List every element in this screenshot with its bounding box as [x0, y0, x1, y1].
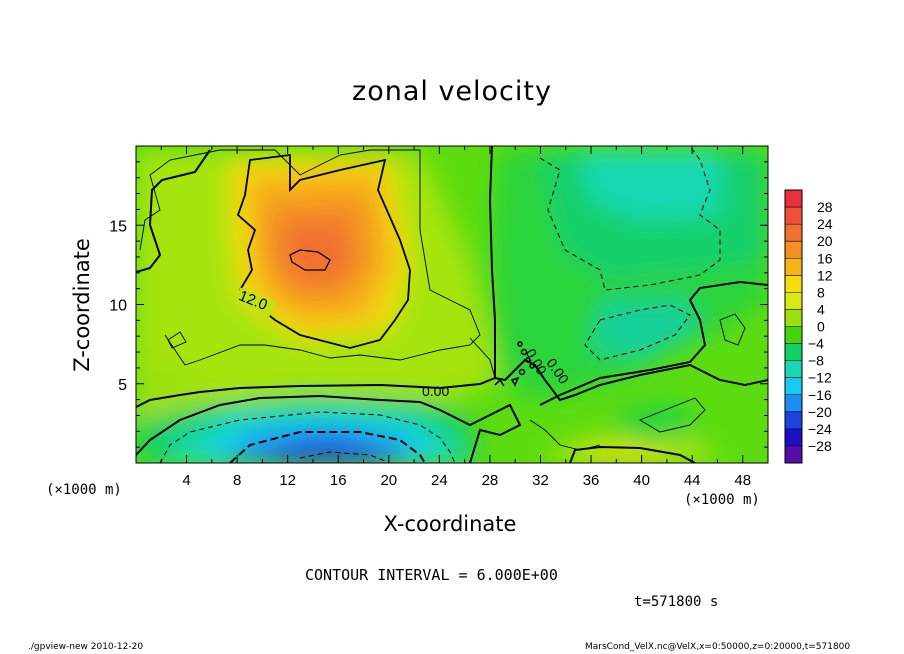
- colorbar-tick-label: 24: [817, 216, 833, 232]
- colorbar-swatch: [785, 292, 802, 310]
- contour-interval-text: CONTOUR INTERVAL = 6.000E+00: [305, 566, 558, 584]
- colorbar-swatch: [785, 258, 802, 276]
- contour-lines: [136, 146, 768, 463]
- colorbar-tick-label: −16: [808, 387, 832, 403]
- colorbar-tick-label: −20: [808, 404, 832, 420]
- x-unit-label-right: (×1000 m): [684, 492, 760, 508]
- colorbar-swatch: [785, 326, 802, 345]
- x-tick-label: 44: [684, 472, 701, 489]
- x-tick-label: 8: [233, 472, 241, 489]
- colorbar-tick-label: −12: [808, 370, 832, 386]
- x-axis-label-text: X-coordinate: [383, 512, 517, 536]
- x-tick-label: 40: [633, 472, 650, 489]
- axis-ticks: [136, 146, 768, 463]
- colorbar-tick-label: −8: [808, 353, 824, 369]
- colorbar-tick-label: 16: [817, 250, 833, 266]
- colorbar-tick-label: 8: [817, 284, 825, 300]
- colorbar-swatch: [785, 411, 802, 430]
- positive-contour-12: [236, 153, 411, 349]
- chart-title: zonal velocity: [352, 76, 552, 107]
- colorbar-swatch: [785, 207, 802, 225]
- x-tick-label: 16: [330, 472, 347, 489]
- colorbar-tick-label: 20: [817, 233, 833, 249]
- colorbar-swatch: [785, 190, 802, 208]
- negative-layer-zero: [136, 394, 522, 463]
- small-contour-loops: [494, 341, 535, 387]
- zero-contour-right: [539, 280, 768, 406]
- colorbar-swatch: [785, 241, 802, 259]
- colorbar-swatch: [785, 377, 802, 396]
- x-tick-label: 20: [380, 472, 397, 489]
- colorbar-swatch: [785, 428, 802, 447]
- x-tick-label: 28: [482, 472, 499, 489]
- colorbar-tick-label: 4: [817, 301, 825, 317]
- x-tick-label: 12: [279, 472, 296, 489]
- footer-right: MarsCond_VelX.nc@VelX,x=0:50000,z=0:2000…: [585, 642, 851, 652]
- zero-contour-left: [136, 149, 211, 273]
- y-axis-label: Z-coordinate: [70, 238, 94, 372]
- time-label: t=571800 s: [634, 594, 719, 610]
- x-tick-label: 32: [532, 472, 549, 489]
- y-tick-label: 10: [109, 298, 127, 315]
- colorbar-tick-label: 28: [817, 199, 833, 215]
- colorbar-tick-label: 0: [817, 319, 825, 335]
- x-tick-label: 24: [431, 472, 448, 489]
- x-unit-label-left: (×1000 m): [46, 482, 122, 498]
- colorbar-tick-label: −4: [808, 336, 824, 352]
- colorbar-tick-label: −28: [808, 438, 832, 454]
- colorbar-swatch: [785, 445, 802, 464]
- x-tick-label: 36: [583, 472, 600, 489]
- colorbar-swatch: [785, 224, 802, 242]
- colorbar-tick-label: −24: [808, 421, 832, 437]
- y-tick-label: 15: [109, 218, 127, 235]
- x-axis-label: X-coordinate: [0, 512, 904, 536]
- colorbar-swatch: [785, 343, 802, 362]
- colorbar-swatch: [785, 309, 802, 327]
- zero-contour-main: [136, 146, 496, 408]
- colorbar-swatch: [785, 275, 802, 293]
- colorbar-tick-label: 12: [817, 267, 833, 283]
- footer-left: ./gpview-new 2010-12-20: [28, 642, 144, 652]
- y-tick-label: 5: [118, 377, 127, 394]
- contour-label-0-bottom: 0.00: [422, 383, 449, 399]
- positive-contour-18: [289, 249, 331, 271]
- x-tick-label: 4: [182, 472, 190, 489]
- color-field: [136, 146, 768, 463]
- colorbar-swatch: [785, 360, 802, 379]
- colorbar-swatch: [785, 394, 802, 413]
- x-tick-label: 48: [734, 472, 751, 489]
